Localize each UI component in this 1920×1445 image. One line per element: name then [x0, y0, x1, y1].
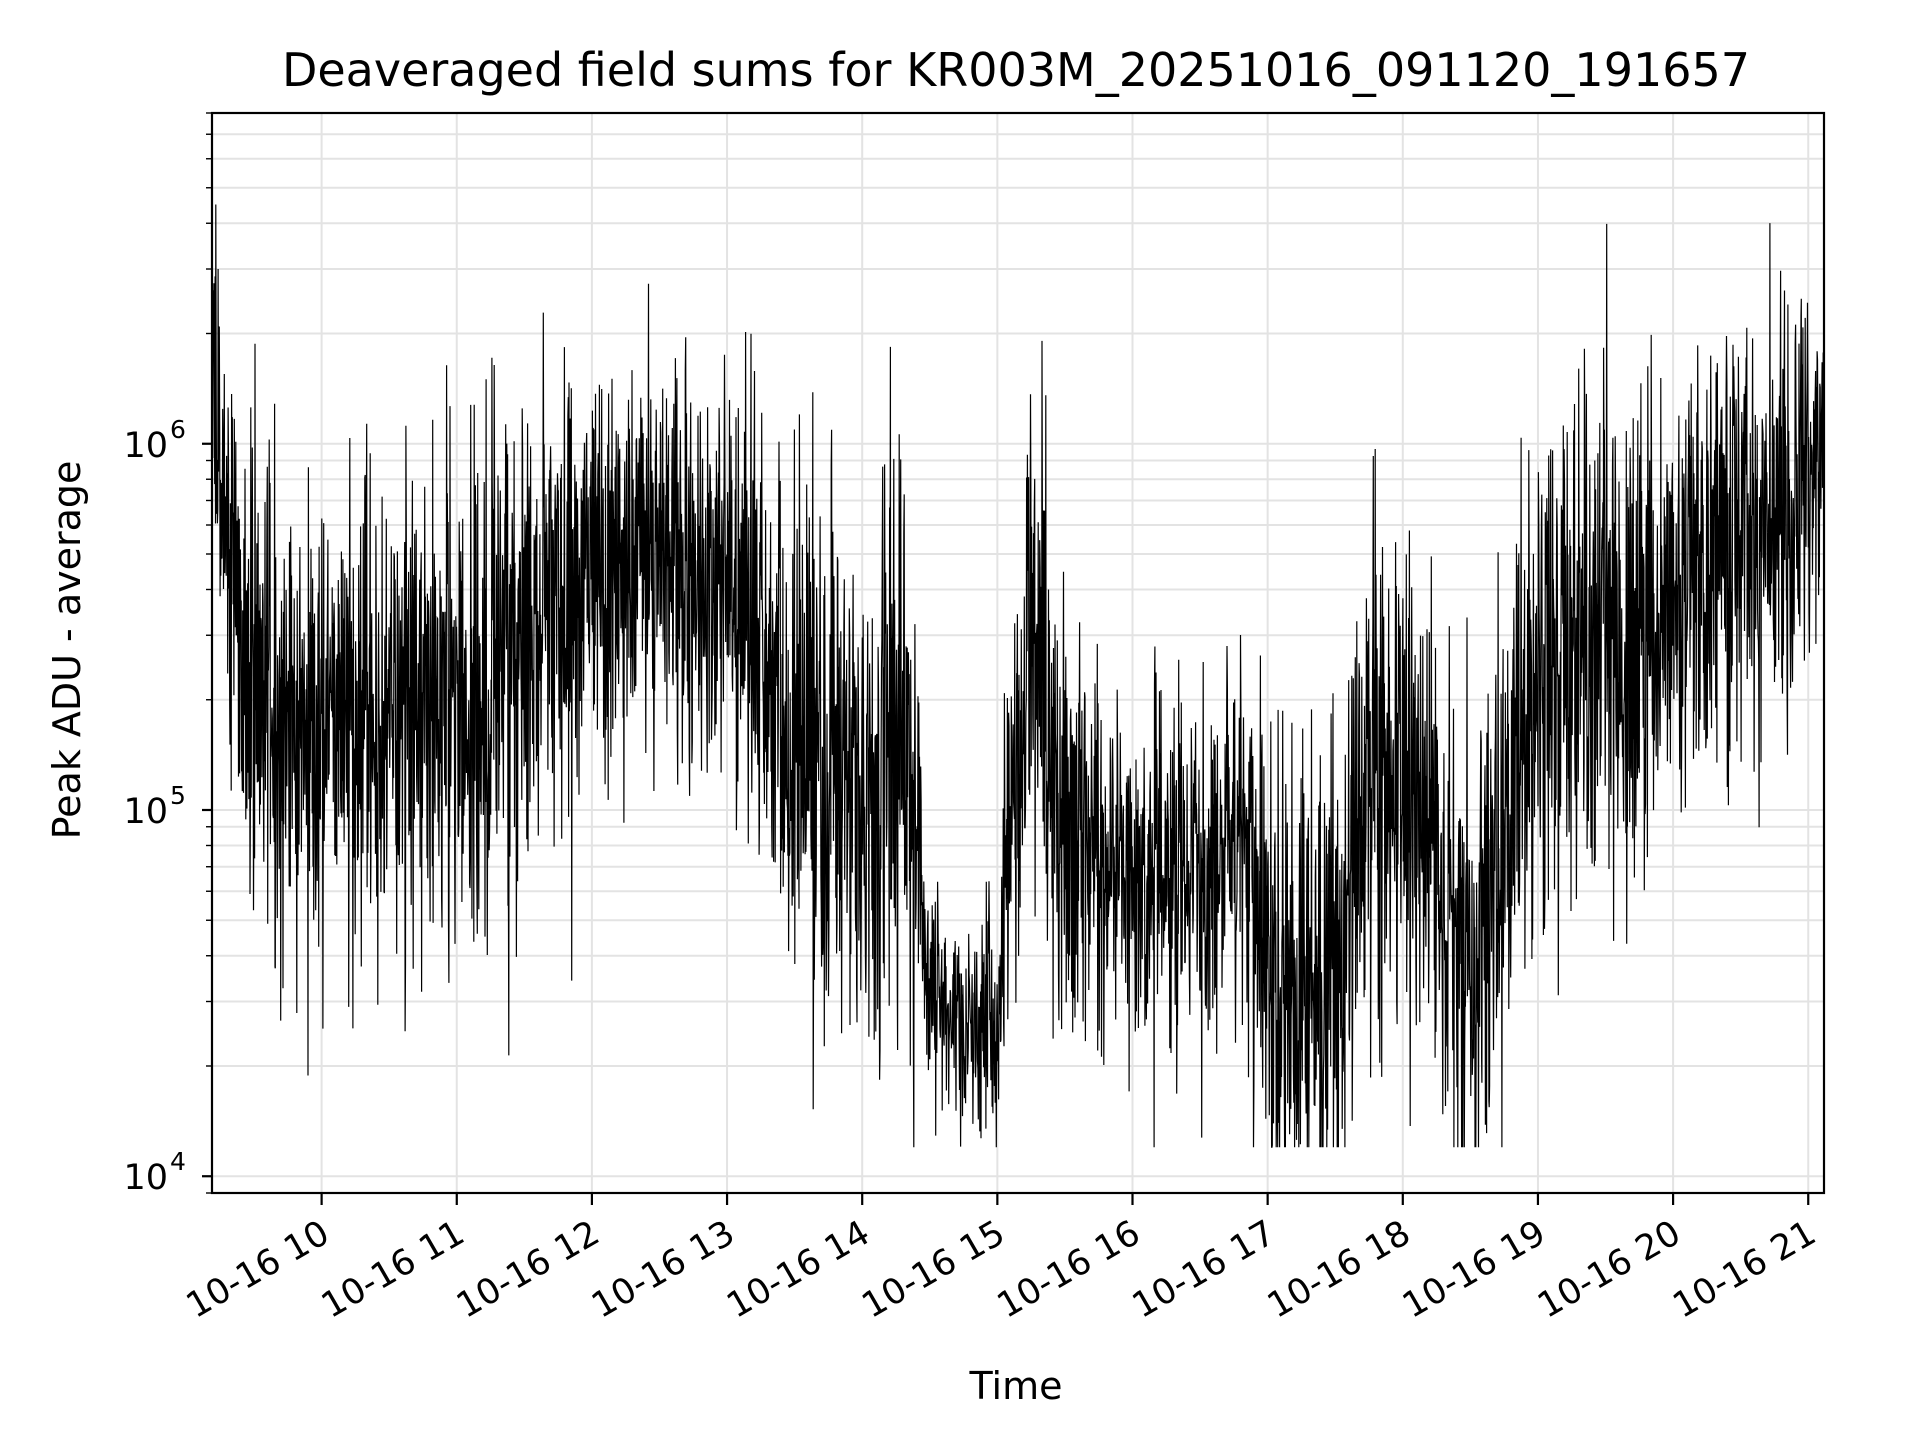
- plot-area-frame: [210, 111, 1826, 1195]
- chart-title: Deaveraged field sums for KR003M_2025101…: [282, 43, 1750, 97]
- y-tick-exponent: 5: [170, 781, 186, 810]
- y-tick-exponent: 6: [170, 415, 186, 444]
- y-tick-label: 10: [123, 1158, 168, 1198]
- y-tick-label: 10: [123, 426, 168, 466]
- y-tick-label: 10: [123, 792, 168, 832]
- series-line: [212, 158, 1824, 1148]
- series-layer: [212, 158, 1824, 1148]
- y-axis-label: Peak ADU - average: [45, 461, 89, 840]
- y-tick-exponent: 4: [170, 1147, 186, 1176]
- x-axis-label: Time: [969, 1364, 1063, 1408]
